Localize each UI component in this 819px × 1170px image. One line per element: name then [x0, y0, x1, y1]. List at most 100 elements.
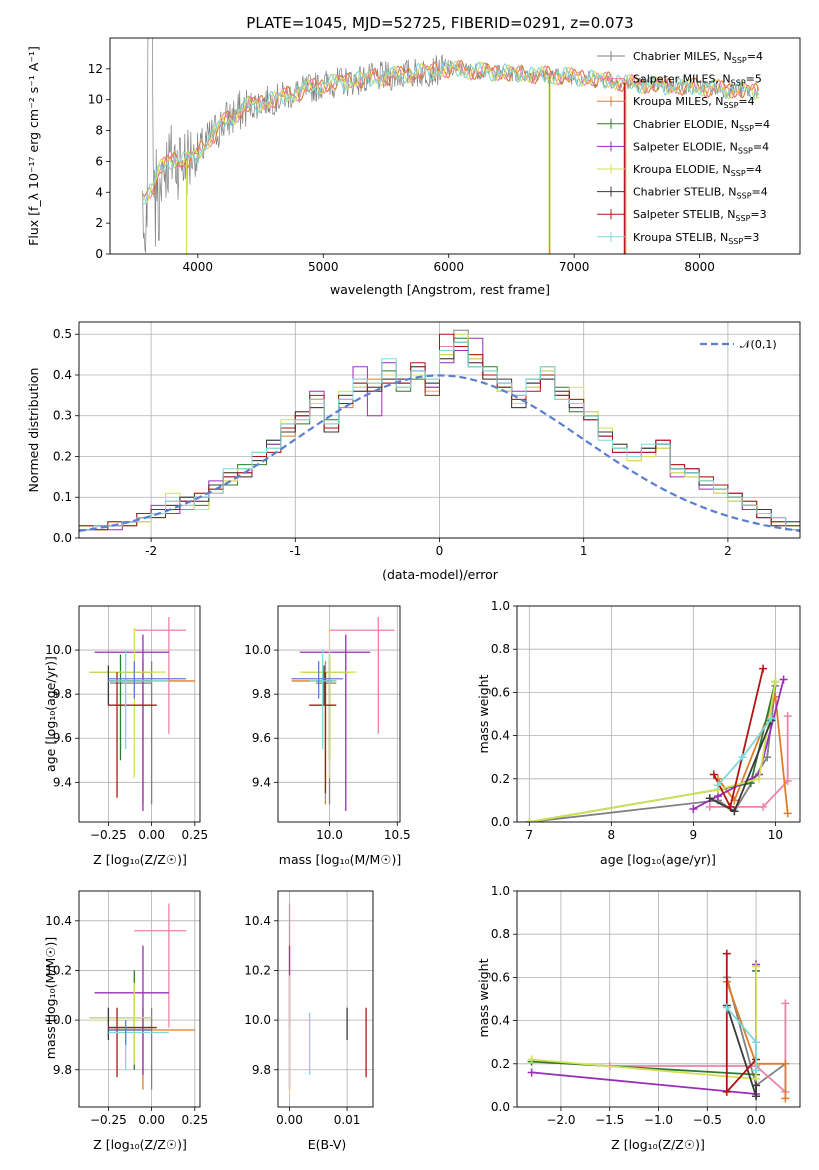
x-tick-label: -2	[145, 544, 157, 558]
y-tick-label: 1.0	[491, 884, 510, 898]
weight-marker	[527, 1055, 536, 1064]
legend-entry-model: Salpeter MILES, N	[633, 73, 731, 86]
y-tick-label: 0.8	[491, 642, 510, 656]
ticks: 0.00 0.01 9.8 10.0 10.2 10.4	[244, 914, 360, 1127]
legend-entry-subscript: SSP	[723, 101, 738, 110]
y-tick-label: 0.1	[53, 490, 72, 504]
legend-entry-count: =3	[743, 231, 759, 244]
y-tick-label: 10.0	[45, 1013, 72, 1027]
normal-curve	[79, 374, 800, 532]
legend-entry-model: Kroupa MILES, N	[633, 95, 723, 108]
weight-line	[717, 696, 789, 814]
legend-entry-subscript: SSP	[728, 237, 743, 246]
y-tick-label: 10.2	[45, 963, 72, 977]
spectrum-panel: PLATE=1045, MJD=52725, FIBERID=0291, z=0…	[26, 14, 801, 297]
normal-legend-label: 𝒩(0,1)	[740, 338, 777, 351]
ticks: −0.25 0.00 0.25 9.8 10.0 10.2 10.4	[45, 914, 208, 1127]
legend-entry-count: =4	[746, 163, 762, 176]
x-tick-label: 0.00	[276, 1113, 303, 1127]
x-tick-label: 7000	[559, 260, 590, 274]
weight-marker	[752, 1081, 761, 1090]
legend-entry-subscript: SSP	[732, 56, 747, 65]
weight-marker	[763, 753, 772, 762]
y-tick-label: 0.2	[491, 1057, 510, 1071]
y-tick-label: 9.4	[252, 775, 271, 789]
y-tick-label: 9.4	[53, 775, 72, 789]
weight-vs-age-panel: 7 8 9 10 0.0 0.2 0.4 0.6 0.8 1.0 age [log₁₀(age/y…	[476, 599, 801, 867]
legend-entry-count: =4	[753, 140, 769, 153]
x-tick-label: 5000	[308, 260, 339, 274]
age-vs-mass-x-label: mass [log₁₀(M/M☉)]	[279, 852, 401, 867]
weight-marker	[781, 1059, 790, 1068]
errorbar-point	[110, 661, 153, 805]
weight-marker	[759, 664, 768, 673]
weight-marker	[709, 770, 718, 779]
y-tick-label: 0.4	[53, 368, 72, 382]
x-tick-label: 0	[436, 544, 444, 558]
errorbar-point	[89, 982, 152, 1065]
legend-entry: Chabrier ELODIE, NSSP=4	[633, 118, 770, 133]
y-tick-label: 0.2	[491, 772, 510, 786]
y-tick-label: 0.6	[491, 685, 510, 699]
weight-marker	[705, 802, 714, 811]
weight-marker	[759, 802, 768, 811]
weight-line	[609, 1003, 787, 1094]
y-tick-label: 6	[95, 154, 103, 168]
grid	[79, 606, 200, 822]
legend-entry: Kroupa ELODIE, NSSP=4	[633, 163, 762, 178]
spectrum-y-label: Flux [f_λ 10⁻¹⁷ erg cm⁻² s⁻¹ A⁻¹]	[26, 46, 41, 246]
plot-area	[89, 617, 195, 811]
x-tick-label: 0.0	[747, 1113, 766, 1127]
y-tick-label: 10.4	[45, 914, 72, 928]
x-tick-label: 0.25	[181, 1113, 208, 1127]
axes-frame	[516, 605, 801, 823]
x-tick-label: −1.0	[644, 1113, 673, 1127]
age-vs-z-y-label: age [log₁₀(age/yr)]	[43, 656, 58, 772]
weight-marker	[705, 794, 714, 803]
legend-entry: Kroupa MILES, NSSP=4	[633, 95, 755, 110]
axes-frame	[277, 890, 374, 1108]
errorbar-point	[299, 628, 357, 778]
y-tick-label: 12	[88, 62, 103, 76]
y-tick-label: 4	[95, 185, 103, 199]
residuals-x-label: (data-model)/error	[382, 567, 499, 582]
weight-line	[692, 679, 785, 810]
y-tick-label: 10.0	[244, 1013, 271, 1027]
axes-frame	[78, 605, 201, 823]
ticks: −0.25 0.00 0.25 9.4 9.6 9.8 10.0	[45, 643, 208, 842]
weight-marker	[527, 1068, 536, 1077]
x-tick-label: 7	[525, 828, 533, 842]
weight-marker	[722, 1087, 731, 1096]
legend-entry-count: =4	[738, 95, 754, 108]
grid	[278, 891, 373, 1107]
weight-marker	[783, 809, 792, 818]
legend-entry: Salpeter MILES, NSSP=5	[633, 73, 762, 88]
errorbar-point	[108, 1007, 157, 1078]
weight-marker	[771, 677, 780, 686]
plot-area	[525, 664, 792, 822]
legend-entry: Chabrier MILES, NSSP=4	[633, 50, 763, 65]
weight-marker	[752, 1092, 761, 1101]
weight-marker	[754, 774, 763, 783]
age-vs-mass-panel: 10.0 10.5 9.4 9.6 9.8 10.0 mass [log₁₀(M/M☉)]	[244, 605, 411, 867]
weight-vs-age-y-label: mass weight	[476, 674, 491, 753]
y-tick-label: 0.8	[491, 927, 510, 941]
legend-entry-count: =4	[752, 186, 768, 199]
legend-entry-subscript: SSP	[738, 146, 753, 155]
mass-vs-z-x-label: Z [log₁₀(Z/Z☉)]	[93, 1137, 187, 1152]
ticks: 4000 5000 6000 7000 8000 0 2 4 6 8 10 12	[88, 62, 715, 274]
errorbar-point	[299, 634, 371, 811]
x-tick-label: −0.25	[90, 1113, 127, 1127]
x-tick-label: 0.01	[334, 1113, 361, 1127]
x-tick-label: 0.00	[138, 1113, 165, 1127]
errorbar-point	[134, 617, 187, 734]
weight-marker	[752, 1066, 761, 1075]
errorbar-point	[291, 661, 344, 699]
x-tick-label: −0.25	[90, 828, 127, 842]
x-tick-label: −1.5	[595, 1113, 624, 1127]
weight-vs-z-x-label: Z [log₁₀(Z/Z☉)]	[611, 1137, 705, 1152]
plot-area	[142, 38, 760, 254]
x-tick-label: 10	[768, 828, 783, 842]
errorbar-point	[94, 945, 169, 1075]
